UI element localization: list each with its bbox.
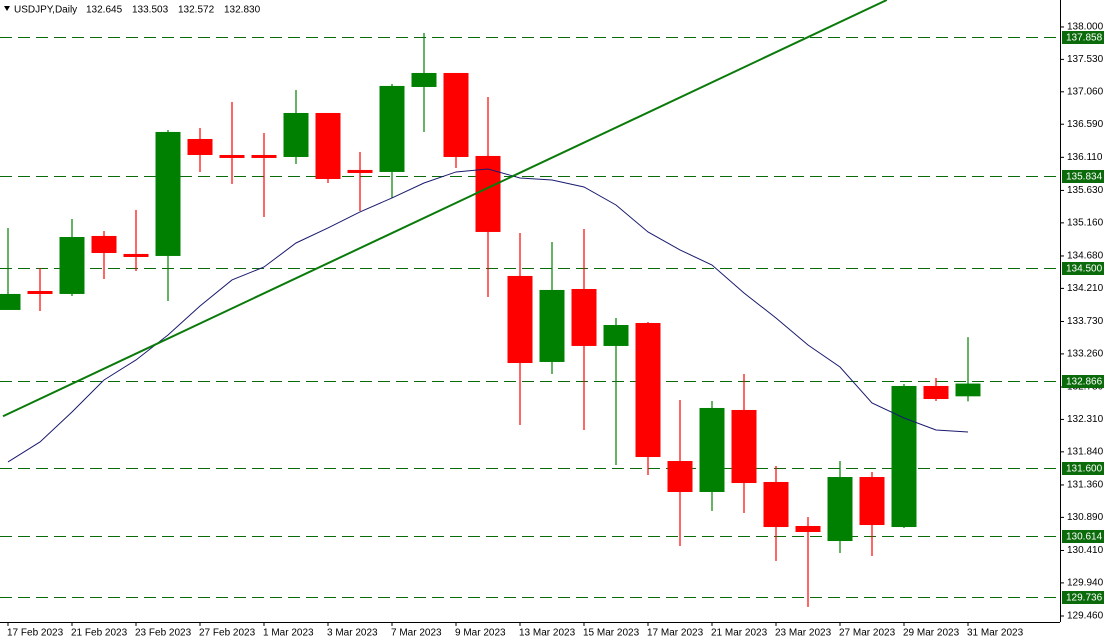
y-tick-label: 131.840	[1067, 446, 1104, 457]
candle-body	[219, 154, 245, 158]
y-tick-label: 129.460	[1067, 611, 1104, 622]
x-tick-label: 27 Feb 2023	[199, 628, 256, 639]
y-tick-label: 135.160	[1067, 217, 1104, 228]
candle-body	[0, 293, 21, 310]
x-tick-label: 31 Mar 2023	[967, 628, 1024, 639]
y-tick-label: 137.060	[1067, 86, 1104, 97]
header-value: 132.645	[86, 5, 123, 16]
level-label: 131.600	[1066, 464, 1103, 475]
level-label-box	[1062, 31, 1104, 44]
y-tick-label: 136.590	[1067, 119, 1104, 130]
level-label-box	[1062, 170, 1104, 183]
y-tick-label: 133.730	[1067, 316, 1104, 327]
candle-body	[635, 323, 661, 458]
x-tick-label: 27 Mar 2023	[839, 628, 896, 639]
candle-body	[507, 275, 533, 364]
x-tick-label: 13 Mar 2023	[519, 628, 576, 639]
y-tick-label: 132.310	[1067, 414, 1104, 425]
x-tick-label: 15 Mar 2023	[583, 628, 640, 639]
x-tick-label: 21 Feb 2023	[71, 628, 128, 639]
x-tick-label: 23 Feb 2023	[135, 628, 192, 639]
level-label-box	[1062, 591, 1104, 604]
x-tick-label: 9 Mar 2023	[455, 628, 506, 639]
candle-body	[475, 155, 501, 232]
x-tick-label: 21 Mar 2023	[711, 628, 768, 639]
y-tick-label: 136.110	[1067, 152, 1103, 163]
candle-body	[379, 85, 405, 172]
candle-body	[155, 131, 181, 256]
level-label-box	[1062, 375, 1104, 388]
candle-body	[187, 138, 213, 155]
level-label: 137.858	[1066, 33, 1103, 44]
candle-body	[667, 461, 693, 492]
candle-body	[699, 407, 725, 492]
menu-triangle[interactable]	[4, 6, 10, 11]
candle-body	[283, 112, 309, 157]
y-tick-label: 135.630	[1067, 185, 1104, 196]
candle-body	[443, 72, 469, 157]
candle-body	[955, 383, 981, 397]
x-tick-label: 17 Feb 2023	[7, 628, 64, 639]
y-tick-label: 130.890	[1067, 512, 1104, 523]
y-tick-label: 133.260	[1067, 349, 1104, 360]
candle-body	[795, 525, 821, 532]
candle-body	[763, 481, 789, 528]
x-tick-label: 1 Mar 2023	[263, 628, 314, 639]
candle-body	[91, 235, 117, 253]
header-value: 132.830	[224, 5, 261, 16]
candle-body	[859, 477, 885, 526]
level-label: 132.866	[1066, 377, 1103, 388]
level-label: 130.614	[1066, 532, 1103, 543]
level-label-box	[1062, 262, 1104, 275]
candle-body	[571, 288, 597, 346]
trend-line	[2, 0, 888, 418]
candle-body	[315, 112, 341, 179]
candle-body	[347, 169, 373, 173]
candle-body	[251, 154, 277, 158]
candle-body	[123, 253, 149, 257]
y-tick-label: 129.940	[1067, 578, 1104, 589]
x-tick-label: 17 Mar 2023	[647, 628, 704, 639]
header-value: 132.572	[178, 5, 215, 16]
x-tick-label: 3 Mar 2023	[327, 628, 378, 639]
x-tick-label: 7 Mar 2023	[391, 628, 442, 639]
candle-body	[827, 477, 853, 542]
y-tick-label: 134.210	[1067, 283, 1104, 294]
x-tick-label: 23 Mar 2023	[775, 628, 832, 639]
y-tick-label: 138.000	[1067, 22, 1104, 33]
y-tick-label: 137.530	[1067, 54, 1104, 65]
header-value: 133.503	[132, 5, 169, 16]
level-label-box	[1062, 462, 1104, 475]
moving-average-line	[7, 168, 969, 463]
candle-body	[731, 409, 757, 484]
y-tick-label: 134.680	[1067, 251, 1104, 262]
plot-area	[0, 0, 1060, 607]
candle-body	[411, 72, 437, 87]
level-label-box	[1062, 530, 1104, 543]
candle-body	[891, 385, 917, 528]
candle-body	[603, 325, 629, 346]
y-tick-label: 130.410	[1067, 545, 1104, 556]
y-tick-label: 131.360	[1067, 480, 1104, 491]
level-label: 134.500	[1066, 264, 1103, 275]
level-label: 135.834	[1066, 172, 1103, 183]
candle-body	[59, 236, 85, 294]
level-label: 129.736	[1066, 593, 1103, 604]
candle-body	[923, 385, 949, 400]
candle-body	[539, 289, 565, 362]
x-tick-label: 29 Mar 2023	[903, 628, 960, 639]
chart-title: USDJPY,Daily	[14, 5, 77, 16]
candle-body	[27, 290, 53, 294]
